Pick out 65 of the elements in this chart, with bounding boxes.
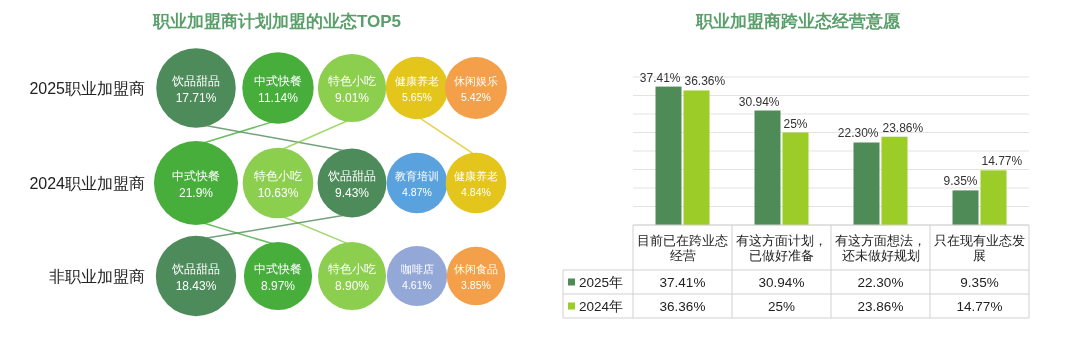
category-label: 饮品甜品 (171, 74, 220, 88)
data-label: 9.01% (334, 91, 370, 105)
bar (683, 90, 710, 225)
data-label: 4.84% (461, 185, 491, 198)
bar (853, 142, 880, 225)
data-label: 8.97% (260, 279, 296, 293)
text: 9.35% (943, 174, 978, 189)
category-label: 中式快餐 (254, 74, 302, 88)
category-label: 健康养老 (395, 75, 439, 87)
text: 36.36% (684, 74, 726, 89)
bar (754, 110, 781, 225)
text: 14.77% (981, 154, 1023, 169)
category-label: 中式快餐 (254, 262, 302, 276)
category-label: 中式快餐 (172, 169, 220, 183)
category-label: 饮品甜品 (171, 262, 220, 276)
data-label: 23.86% (857, 299, 904, 314)
x-tick-label: 目前已在跨业态经营 (637, 233, 728, 263)
category-label: 咖啡店 (400, 263, 434, 275)
bar (655, 86, 682, 225)
text: 37.41% (639, 70, 681, 85)
x-tick-label: 只在现有业态发展 (934, 233, 1025, 263)
data-label: 8.90% (334, 279, 370, 293)
category-label: 特色小吃 (328, 74, 376, 88)
bar (980, 170, 1007, 225)
data-label: 17.71% (175, 91, 217, 105)
text: 非职业加盟商 (49, 268, 145, 285)
category-label: 健康养老 (454, 170, 498, 182)
text: 23.86% (882, 120, 924, 135)
data-label: 10.63% (257, 186, 299, 200)
data-label: 4.87% (402, 185, 432, 198)
data-label: 36.36% (659, 299, 706, 314)
data-label: 30.94% (758, 275, 805, 290)
text: 2025职业加盟商 (29, 80, 145, 97)
bar (782, 132, 809, 225)
legend-label: 2025年 (579, 275, 624, 290)
text: 2024职业加盟商 (29, 175, 145, 192)
chart-title: 职业加盟商跨业态经营意愿 (695, 12, 901, 31)
category-label: 特色小吃 (254, 169, 302, 183)
data-label: 3.85% (461, 278, 491, 291)
category-label: 特色小吃 (328, 262, 376, 276)
data-label: 9.43% (334, 186, 370, 200)
category-label: 休闲娱乐 (454, 75, 498, 87)
x-tick-label: 有这方面计划，已做好准备 (736, 233, 827, 263)
data-label: 11.14% (258, 91, 299, 105)
data-label: 4.61% (402, 278, 432, 291)
category-label: 休闲食品 (454, 263, 498, 275)
bar (952, 190, 979, 225)
data-label: 21.9% (178, 186, 214, 200)
category-label: 教育培训 (395, 170, 439, 182)
data-label: 18.43% (175, 279, 217, 293)
text: 30.94% (738, 94, 780, 109)
text: 职业加盟商计划加盟的业态TOP5 (151, 12, 402, 31)
data-label: 25% (767, 299, 796, 314)
bar (881, 136, 908, 225)
data-label: 22.30% (857, 275, 904, 290)
data-label: 14.77% (956, 299, 1003, 314)
text: 25% (783, 116, 808, 131)
text: 22.30% (837, 126, 879, 141)
legend-label: 2024年 (579, 299, 624, 314)
data-label: 37.41% (659, 275, 706, 290)
x-tick-label: 有这方面想法，还未做好规划 (835, 233, 926, 263)
data-label: 5.42% (461, 90, 491, 103)
category-label: 饮品甜品 (327, 169, 376, 183)
data-label: 5.65% (402, 90, 432, 103)
data-label: 9.35% (960, 275, 999, 290)
